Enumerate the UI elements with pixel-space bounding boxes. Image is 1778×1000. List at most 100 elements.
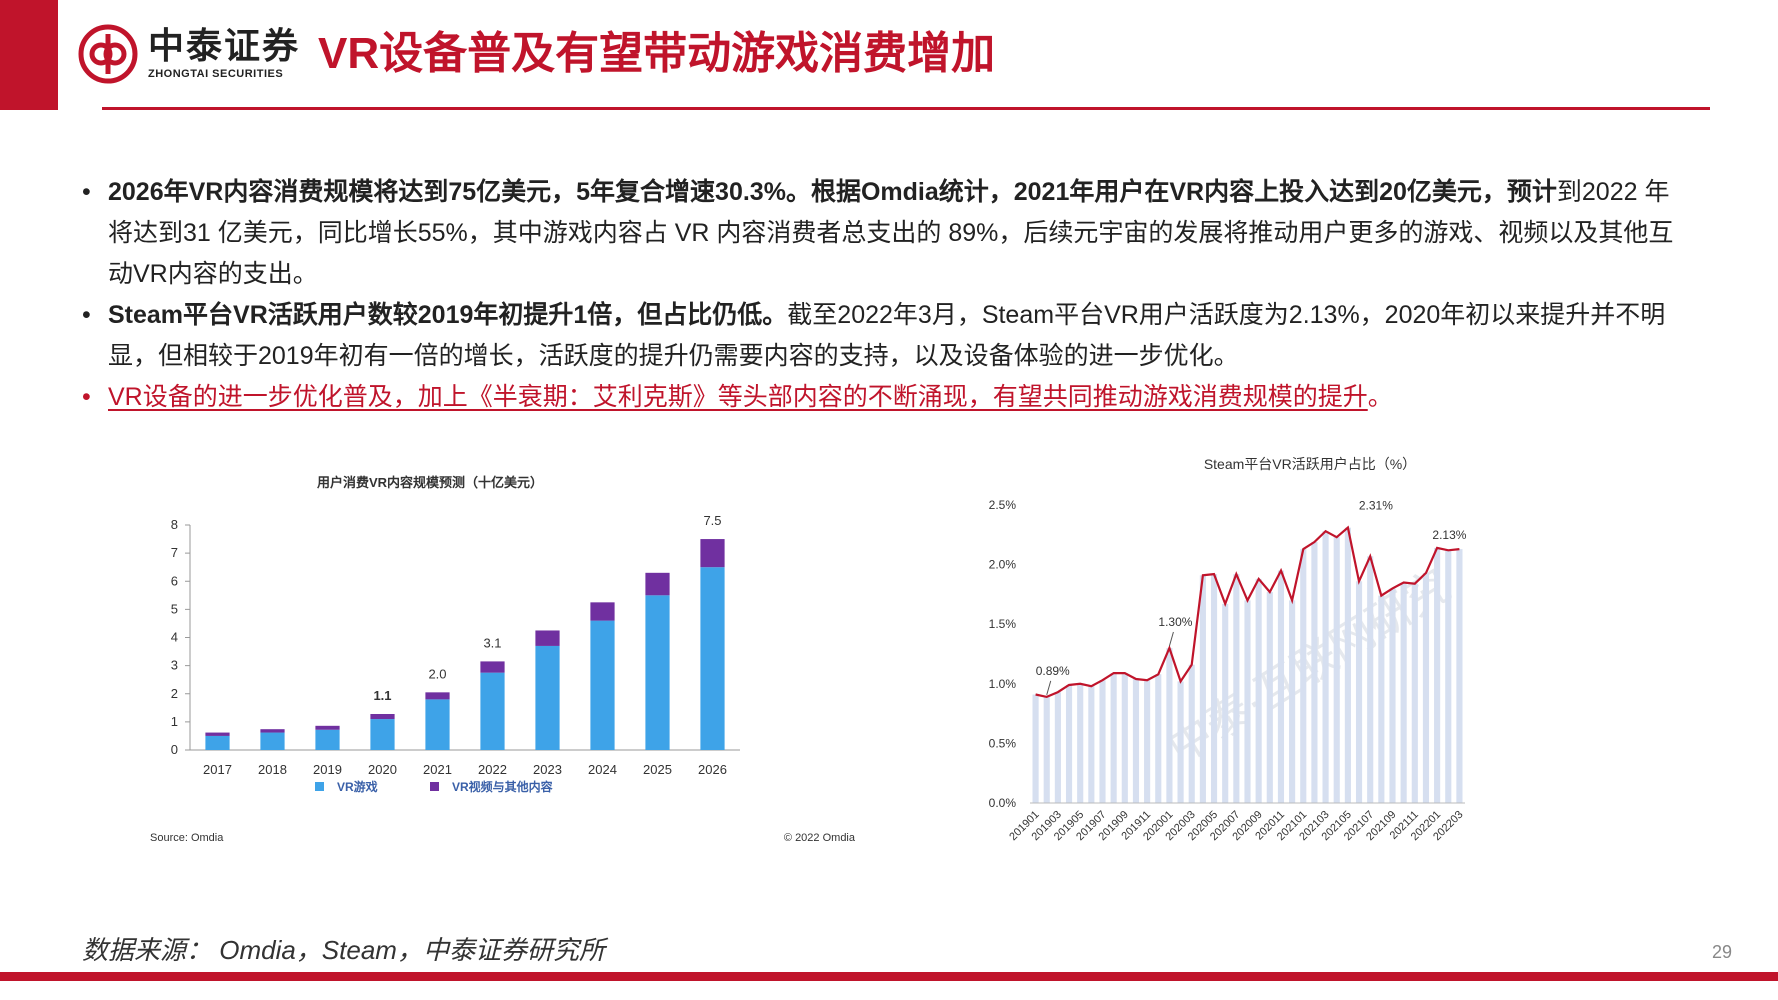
zhongtai-logo-icon [78,24,138,84]
bar [1222,603,1229,803]
bar-chart-title: 用户消费VR内容规模预测（十亿美元） [316,475,543,490]
bar [1266,592,1273,803]
bullet-item: • 2026年VR内容消费规模将达到75亿美元，5年复合增速30.3%。根据Om… [78,172,1678,295]
bar [1155,674,1162,803]
bullet-item: • Steam平台VR活跃用户数较2019年初提升1倍，但占比仍低。截至2022… [78,295,1678,377]
bar-chart-plot: 0 1 2 3 4 5 6 7 8 2017 2018 2019 2020 2021 2022 2023 202… [171,513,740,794]
legend-swatch [430,782,439,791]
bullet-dot: • [82,301,91,329]
bar [1445,550,1452,803]
legend-label: VR视频与其他内容 [452,779,553,794]
bar-segment [260,732,285,750]
bar-segment [645,595,670,750]
bullet-headline: Steam平台VR活跃用户数较2019年初提升1倍，但占比仍低。 [108,301,788,329]
line-annotation: 2.13% [1432,528,1466,542]
y-tick-label: 2.5% [989,498,1017,512]
y-tick-label: 1.5% [989,617,1017,631]
bar [1434,547,1441,803]
data-source-note: 数据来源： Omdia，Steam，中泰证券研究所 [82,935,605,965]
bar [1032,694,1039,803]
x-tick-label: 2021 [423,762,452,777]
y-tick-label: 2.0% [989,558,1017,572]
title-divider [102,107,1710,110]
bar [1088,686,1095,803]
legend-label: VR游戏 [337,779,378,794]
line-annotation: 1.30% [1158,615,1192,629]
bullet-body: 截至2022年3月，Steam平台VR用户活跃度为2.13%，2020年初以来提… [108,301,1666,370]
bar [1199,575,1206,803]
bar-segment [315,729,340,750]
bar-segment [260,729,285,733]
bar [1132,679,1140,803]
bar [1367,556,1374,803]
y-tick-label: 8 [171,517,178,532]
bar [1378,595,1385,803]
bullet-dot: • [82,383,91,411]
x-tick-label: 2019 [313,762,342,777]
header-accent-bar [0,0,58,110]
x-tick-label: 2023 [533,762,562,777]
bar [1144,680,1151,803]
bar-segment [370,719,395,750]
legend-swatch [315,782,324,791]
bar [1411,583,1418,803]
x-tick-label: 2017 [203,762,232,777]
bar [1121,673,1128,803]
share-line [1035,525,1460,699]
bar [1422,572,1430,803]
line-chart-plot: 0.0%0.5%1.0%1.5%2.0%2.5%2019012019032019… [989,498,1467,843]
bullet-tail: 。 [1367,383,1393,411]
bar [1233,574,1240,803]
brand: 中泰证券 ZHONGTAI SECURITIES [148,26,300,81]
bar-data-label: 7.5 [703,513,721,528]
y-tick-label: 0.5% [989,736,1017,750]
page-number: 29 [1712,942,1733,962]
bar-segment [645,572,670,596]
bar-data-label: 3.1 [483,635,501,650]
brand-name-en: ZHONGTAI SECURITIES [148,68,284,80]
y-tick-label: 3 [171,658,178,673]
bar [1322,531,1329,803]
bar-chart-source: Source: Omdia [150,832,224,844]
y-tick-label: 2 [171,686,178,701]
bar [1077,683,1084,803]
bar [1244,600,1251,803]
y-tick-label: 4 [171,630,178,645]
bar [1355,581,1363,803]
bar [1255,578,1262,803]
bar-segment [700,539,725,568]
annotation-leader [1046,680,1052,696]
bar [1311,541,1318,803]
line-chart-title: Steam平台VR活跃用户占比（%） [1204,456,1416,472]
bar [1210,574,1218,803]
footer-divider [0,972,1778,981]
bar-segment [535,630,560,646]
x-tick-label: 2020 [368,762,397,777]
bar [1065,684,1073,803]
bar-segment [535,645,560,750]
bar-segment [205,735,230,750]
line-annotation: 2.31% [1359,499,1393,513]
bar [1043,696,1050,803]
bar-segment [425,692,450,700]
y-tick-label: 1.0% [989,677,1017,691]
vr-content-spend-bar-chart: 用户消费VR内容规模预测（十亿美元） 0 1 2 3 4 5 6 7 8 2017 2018 2019… [150,475,856,844]
y-tick-label: 1 [171,714,178,729]
x-tick-label: 2022 [478,762,507,777]
bar [1400,582,1407,803]
bar-data-label: 2.0 [428,666,446,681]
bullet-body: 到2022 年将达到31 亿美元，同比增长55%，其中游戏内容占 VR 内容消费… [108,178,1674,288]
bar-segment [315,725,340,730]
bar [1277,570,1285,803]
bar [1333,537,1340,803]
x-tick-label: 2024 [588,762,617,777]
bullet-underlined-text: VR设备的进一步优化普及，加上《半衰期：艾利克斯》等头部内容的不断涌现，有望共同… [108,383,1368,411]
bar [1177,681,1184,803]
bullet-dot: • [82,178,91,206]
annotation-leader [1168,631,1174,647]
bar [1099,680,1106,803]
y-tick-label: 6 [171,573,178,588]
bar-segment [590,602,615,621]
x-tick-label: 2018 [258,762,287,777]
bar-segment [425,699,450,750]
